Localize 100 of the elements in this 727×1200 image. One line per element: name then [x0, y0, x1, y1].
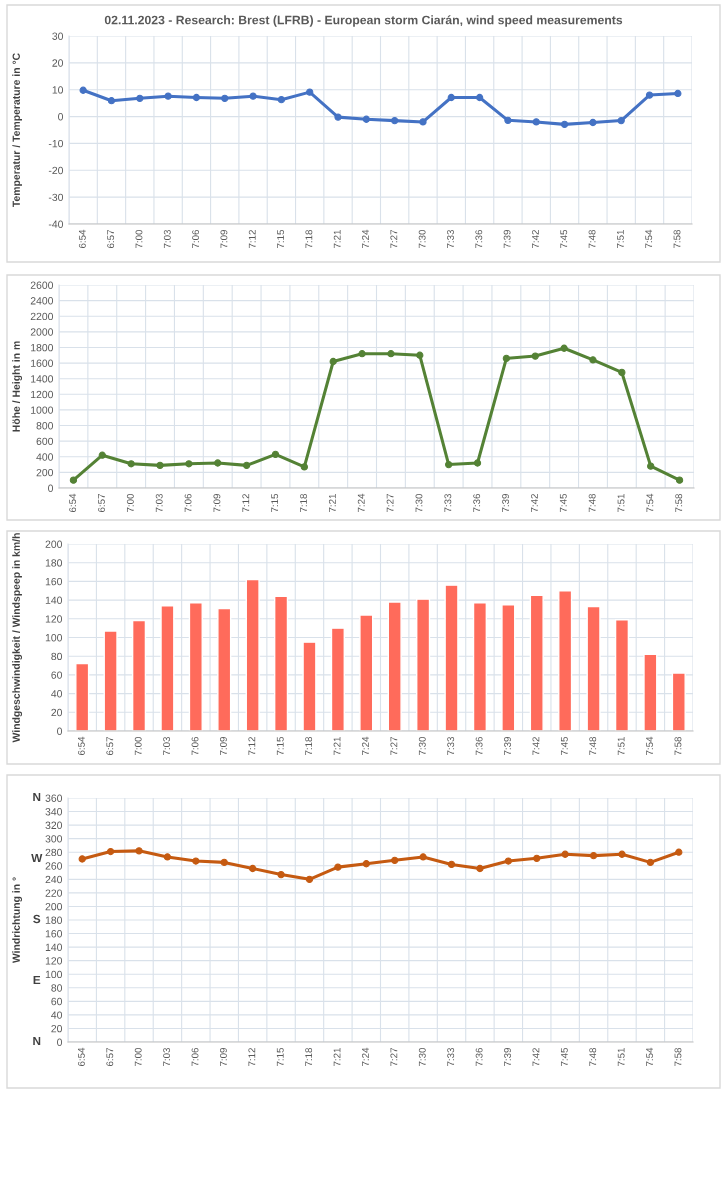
- text: E: [33, 975, 41, 985]
- point: [473, 459, 482, 467]
- y-tick-label: 180: [45, 559, 63, 567]
- point: [135, 847, 143, 855]
- y-axis-title: Windgeschwindigkeit / Windspeep in km/h: [12, 533, 22, 743]
- point: [645, 91, 654, 99]
- x-tick-label: 7:00: [134, 1047, 142, 1066]
- x-tick-label: 7:15: [276, 736, 284, 755]
- point: [277, 870, 285, 879]
- y-tick-label: 20: [51, 1024, 63, 1033]
- point: [589, 356, 597, 364]
- point: [305, 875, 314, 883]
- x-tick-label: 7:48: [588, 229, 596, 248]
- x-tick-label: 7:00: [126, 493, 134, 512]
- point: [447, 93, 455, 102]
- point: [249, 92, 257, 100]
- x-tick-label: 7:15: [276, 1047, 284, 1066]
- x-tick-label: 7:48: [589, 736, 597, 755]
- bar: [671, 672, 686, 731]
- x-tick-label: 7:27: [390, 230, 398, 248]
- point: [220, 858, 228, 867]
- y-tick-label: 30: [52, 32, 64, 40]
- bar: [217, 607, 232, 731]
- x-tick-label: 7:03: [163, 229, 171, 248]
- x-tick-label: 7:24: [362, 736, 369, 755]
- x-tick-label: 7:18: [305, 736, 313, 755]
- y-tick-label: 0: [48, 484, 54, 492]
- point: [617, 116, 625, 125]
- x-tick-label: 7:21: [333, 737, 341, 755]
- x-tick-label: 7:09: [220, 230, 228, 248]
- x-tick-label: 7:51: [617, 737, 625, 755]
- y-tick-label: 1200: [31, 390, 54, 399]
- point: [391, 856, 399, 864]
- y-tick-label: 1000: [31, 406, 54, 414]
- y-tick-label: -40: [48, 220, 64, 228]
- x-tick-label: 7:45: [559, 493, 567, 512]
- y-tick-label: 140: [45, 596, 63, 604]
- y-tick-label: -30: [48, 193, 64, 202]
- x-tick-label: 7:51: [617, 230, 624, 248]
- bar: [643, 653, 658, 731]
- point: [306, 88, 314, 96]
- text: S: [33, 914, 41, 924]
- x-tick-label: 7:54: [646, 1047, 653, 1066]
- y-tick-label: 280: [45, 848, 63, 857]
- bar: [387, 601, 402, 731]
- x-tick-label: 7:58: [675, 493, 683, 512]
- x-tick-label: 7:24: [362, 229, 369, 248]
- point: [362, 115, 370, 123]
- x-tick-label: 7:45: [560, 1047, 568, 1066]
- x-tick-label: 7:39: [504, 1048, 511, 1066]
- point: [127, 460, 135, 468]
- point: [387, 350, 395, 358]
- chart-title: 02.11.2023 - Research: Brest (LFRB) - European storm Ciarán, wind speed measurements: [104, 15, 623, 27]
- y-tick-label: 160: [45, 577, 63, 586]
- point: [618, 850, 626, 858]
- x-tick-label: 7:06: [191, 1047, 199, 1066]
- y-tick-label: 340: [45, 808, 63, 816]
- y-tick-label: 80: [51, 984, 63, 992]
- point: [249, 864, 257, 873]
- point: [476, 864, 484, 873]
- point: [419, 118, 427, 126]
- y-tick-label: 40: [51, 1011, 63, 1019]
- y-tick-label: 100: [45, 634, 63, 642]
- x-tick-label: 7:12: [248, 1048, 256, 1066]
- point: [98, 451, 106, 459]
- bar: [614, 619, 630, 731]
- y-tick-label: 0: [58, 113, 64, 121]
- x-tick-label: 7:42: [532, 1048, 540, 1066]
- point: [675, 476, 684, 484]
- x-tick-label: 7:58: [673, 229, 681, 248]
- x-tick-label: 7:45: [560, 736, 568, 755]
- y-tick-label: 60: [51, 997, 63, 1006]
- x-tick-label: 7:03: [163, 736, 171, 755]
- bar: [160, 605, 175, 731]
- point: [646, 858, 655, 867]
- bar: [131, 619, 147, 731]
- point: [277, 96, 286, 104]
- bar: [103, 630, 118, 731]
- x-tick-label: 7:54: [646, 736, 653, 755]
- y-tick-label: -20: [48, 166, 64, 175]
- y-tick-label: 800: [36, 422, 54, 430]
- bar: [330, 627, 345, 731]
- y-tick-label: 60: [51, 671, 63, 679]
- point: [271, 450, 280, 459]
- x-tick-label: 6:57: [98, 494, 105, 512]
- x-tick-label: 6:54: [77, 736, 85, 755]
- x-tick-label: 7:48: [588, 493, 596, 512]
- x-tick-label: 7:42: [531, 230, 539, 248]
- x-tick-label: 7:12: [242, 494, 250, 512]
- point: [78, 855, 86, 863]
- point: [504, 116, 512, 124]
- x-tick-label: 6:54: [69, 493, 77, 512]
- y-tick-label: 2000: [30, 328, 54, 336]
- x-tick-label: 7:33: [444, 493, 452, 512]
- x-tick-label: 7:36: [473, 493, 481, 512]
- point: [214, 459, 222, 467]
- x-tick-label: 7:18: [305, 229, 313, 248]
- x-tick-label: 7:12: [248, 737, 256, 755]
- y-tick-label: 200: [36, 468, 54, 477]
- x-tick-label: 7:30: [418, 229, 426, 248]
